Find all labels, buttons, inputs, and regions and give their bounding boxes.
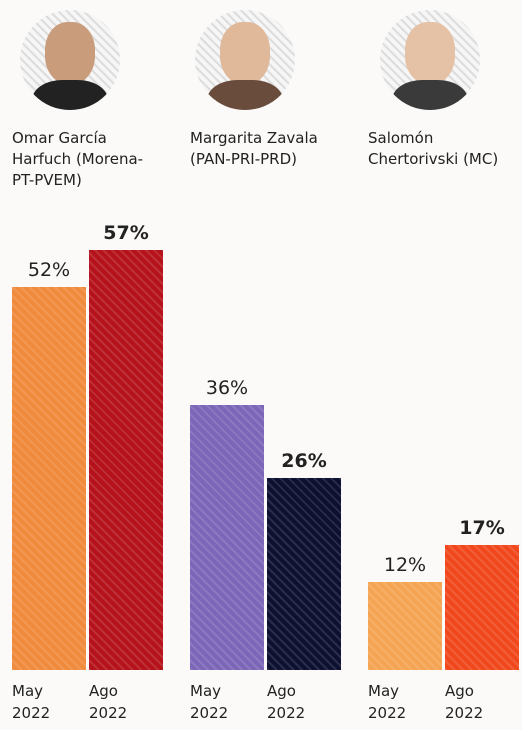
photo [380, 10, 480, 110]
photo [195, 10, 295, 110]
bar [267, 478, 341, 670]
bar [12, 287, 86, 670]
bar [190, 405, 264, 670]
candidate-name: Omar García Harfuch (Morena-PT-PVEM) [12, 128, 162, 191]
bar [445, 545, 519, 670]
value-label: 57% [86, 222, 166, 244]
x-label: May 2022 [190, 680, 240, 724]
photo [20, 10, 120, 110]
value-label: 12% [365, 554, 445, 576]
x-label: Ago 2022 [89, 680, 139, 724]
candidate-name: Margarita Zavala (PAN-PRI-PRD) [190, 128, 340, 170]
x-label: Ago 2022 [267, 680, 317, 724]
x-label: Ago 2022 [445, 680, 495, 724]
value-label: 36% [187, 377, 267, 399]
candidate-name: Salomón Chertorivski (MC) [368, 128, 518, 170]
value-label: 52% [9, 259, 89, 281]
bar [89, 250, 163, 670]
chart: Omar García Harfuch (Morena-PT-PVEM) 52% M… [0, 0, 522, 730]
x-label: May 2022 [368, 680, 418, 724]
value-label: 26% [264, 450, 344, 472]
value-label: 17% [442, 517, 522, 539]
x-label: May 2022 [12, 680, 62, 724]
bar [368, 582, 442, 670]
